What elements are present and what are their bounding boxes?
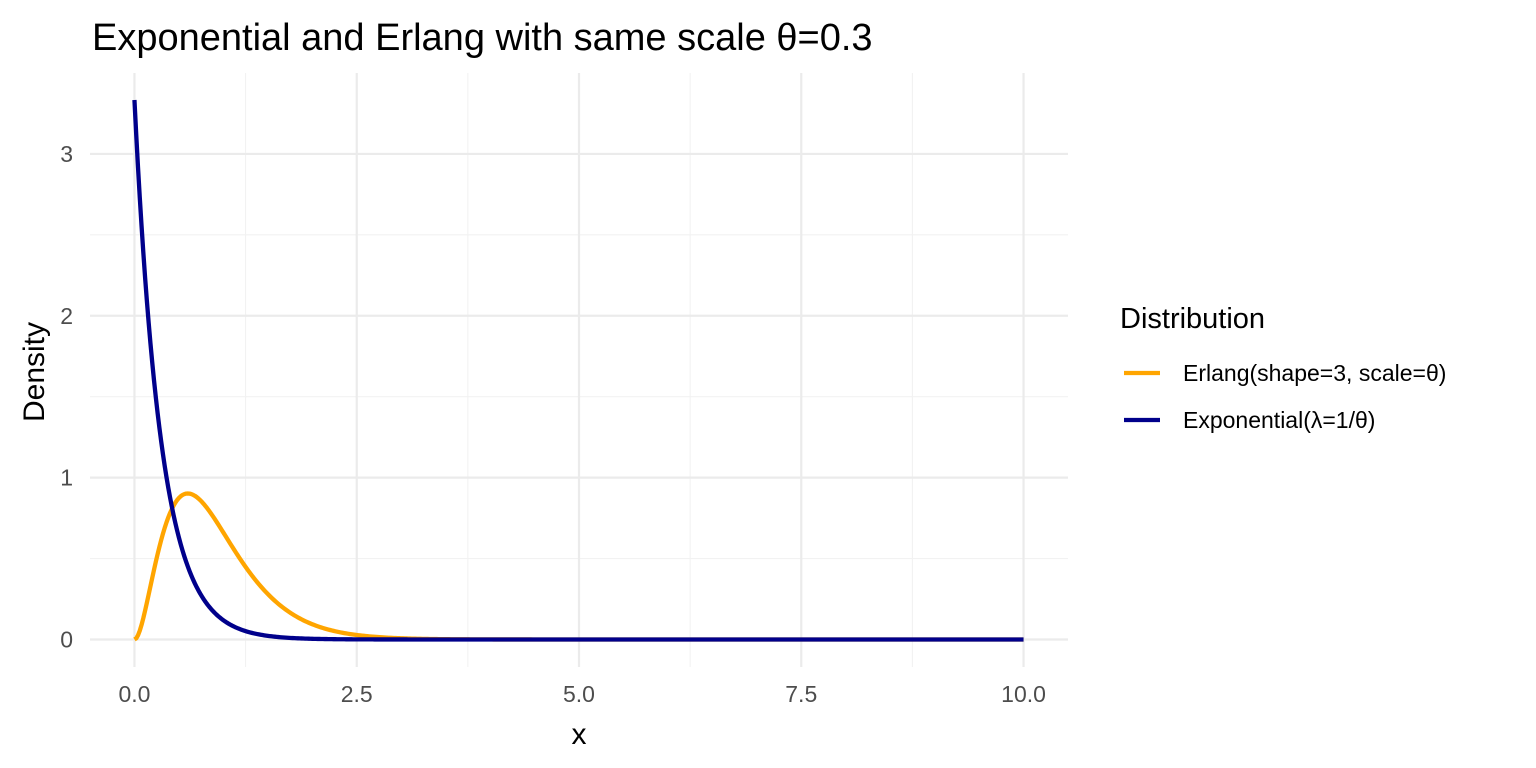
x-tick-label: 10.0 [1001,681,1046,707]
x-axis-title: x [572,718,587,751]
grid [90,73,1068,667]
y-tick-label: 1 [60,465,73,491]
x-tick-label: 2.5 [341,681,373,707]
series-lines [132,99,1024,642]
x-tick-label: 7.5 [785,681,817,707]
chart-title: Exponential and Erlang with same scale θ… [92,17,873,59]
x-tick-label: 0.0 [118,681,150,707]
legend-title: Distribution [1120,303,1265,335]
legend-label-exponential: Exponential(λ=1/θ) [1183,407,1375,433]
legend-label-erlang: Erlang(shape=3, scale=θ) [1183,360,1446,386]
y-tick-label: 0 [60,626,73,652]
legend: Distribution Erlang(shape=3, scale=θ) Exp… [1120,303,1446,433]
tick-labels: 0.0 2.5 5.0 7.5 10.0 0 1 2 3 [60,141,1046,707]
y-tick-label: 3 [60,141,73,167]
y-axis-title: Density [18,322,51,422]
y-tick-label: 2 [60,303,73,329]
x-tick-label: 5.0 [563,681,595,707]
exponential-series-line [132,99,1024,642]
